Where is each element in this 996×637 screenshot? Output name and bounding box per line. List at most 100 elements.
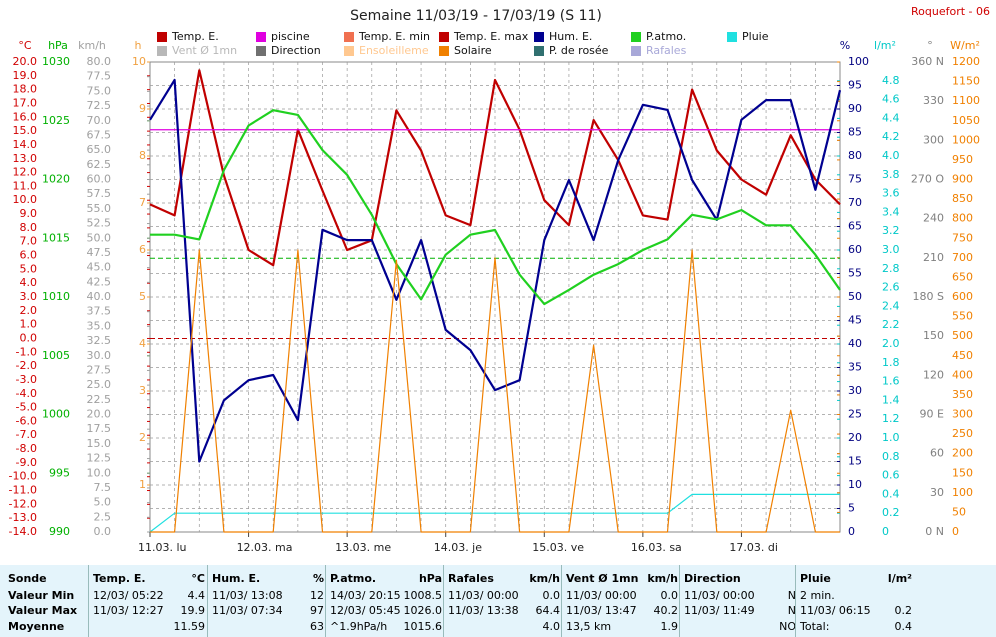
tick-label: 0.2 [882,506,900,519]
column-separator [795,565,796,637]
x-tick-label: 11.03. lu [138,541,187,554]
series-line [150,109,841,306]
x-tick-label: 12.03. ma [237,541,293,554]
cell-value: 12 [310,589,324,602]
tick-label: -11.0 [9,484,37,497]
column-unit: % [312,572,324,585]
cell-label: 11/03/ 00:00 [448,589,519,602]
tick-label: 2.5 [94,510,112,523]
legend-label: Temp. E. [171,30,219,43]
x-tick-label: 13.03. me [335,541,391,554]
x-tick-label: 15.03. ve [532,541,584,554]
tick-label: 2.6 [882,281,900,294]
tick-label: 55 [848,267,862,280]
column-separator [679,565,680,637]
station-name: Roquefort - 06 [911,5,990,18]
cell-value: 1026.0 [403,604,443,617]
cell-value: 64.4 [535,604,561,617]
tick-label: 1000 [42,408,70,421]
legend-swatch [534,32,544,42]
tick-label: 15 [848,455,862,468]
tick-label: 0 N [925,525,944,538]
legend-swatch [256,46,266,56]
cell-value: 0.4 [894,620,913,633]
legend-swatch [439,32,449,42]
axis-title: km/h [78,39,106,52]
tick-label: 1 [139,478,146,491]
tick-label: 20.0 [13,55,38,68]
tick-label: 12.5 [87,452,112,465]
tick-label: 13.0 [13,152,38,165]
tick-label: 650 [952,270,973,283]
tick-label: 1.8 [882,356,900,369]
tick-label: 67.5 [87,128,112,141]
tick-label: 1010 [42,290,70,303]
tick-label: 900 [952,173,973,186]
summary-table: Sonde Valeur Min Valeur Max Moyenne Temp. E.… [0,565,996,637]
tick-label: 17.5 [87,422,112,435]
cell-value: N [787,589,796,602]
tick-label: 750 [952,231,973,244]
tick-label: -5.0 [16,401,37,414]
row-label: Valeur Min [8,589,75,602]
tick-label: 10.0 [13,193,38,206]
tick-label: 9.0 [20,207,38,220]
tick-label: -8.0 [16,442,37,455]
cell-label: ^1.9hPa/h [330,620,388,633]
tick-label: 600 [952,290,973,303]
series-line [149,78,842,463]
tick-label: 15.0 [87,437,112,450]
tick-label: -14.0 [9,525,37,538]
column-title: Rafales [448,572,494,585]
tick-label: -6.0 [16,414,37,427]
cell-label: 11/03/ 13:47 [566,604,637,617]
tick-label: 1000 [952,133,980,146]
tick-label: 100 [848,55,869,68]
axis-title: h [135,39,142,52]
tick-label: 11.0 [13,179,38,192]
tick-label: 85 [848,126,862,139]
tick-label: 70.0 [87,114,112,127]
column-separator [561,565,562,637]
cell-label: 12/03/ 05:22 [93,589,164,602]
tick-label: 12.0 [13,166,38,179]
tick-label: 850 [952,192,973,205]
legend-swatch [256,32,266,42]
tick-label: 60 [848,243,862,256]
chart-title: Semaine 11/03/19 - 17/03/19 (S 11) [350,8,602,24]
tick-label: 3.0 [882,243,900,256]
tick-label: 300 [952,408,973,421]
tick-label: 400 [952,368,973,381]
tick-label: 35.0 [87,319,112,332]
legend-label: P.atmo. [646,30,686,43]
tick-label: 4.6 [882,93,900,106]
tick-label: 60 [930,447,944,460]
column-unit: hPa [418,572,442,585]
axis-title: ° [927,39,933,52]
tick-label: 1150 [952,75,980,88]
cell-value: 40.2 [653,604,679,617]
tick-label: 2.2 [882,318,900,331]
cell-value: 19.9 [180,604,206,617]
tick-label: 25 [848,408,862,421]
legend-label: Ensoleilleme [359,44,429,57]
tick-label: 57.5 [87,187,112,200]
tick-label: 330 [923,94,944,107]
legend-label: Vent Ø 1mn [172,44,237,57]
tick-label: 1015 [42,231,70,244]
tick-label: 1.2 [882,412,900,425]
tick-label: 4.0 [882,149,900,162]
tick-label: 5.0 [20,262,38,275]
cell-value: 1008.5 [403,589,443,602]
tick-label: 65.0 [87,143,112,156]
tick-label: 77.5 [87,70,112,83]
tick-label: 8.0 [20,221,38,234]
legend-label: Solaire [454,44,492,57]
tick-label: 1020 [42,173,70,186]
tick-label: 45 [848,314,862,327]
tick-label: 4.0 [20,276,38,289]
tick-label: 8 [139,149,146,162]
tick-label: 75.0 [87,84,112,97]
tick-label: 90 E [920,408,944,421]
column-separator [88,565,89,637]
